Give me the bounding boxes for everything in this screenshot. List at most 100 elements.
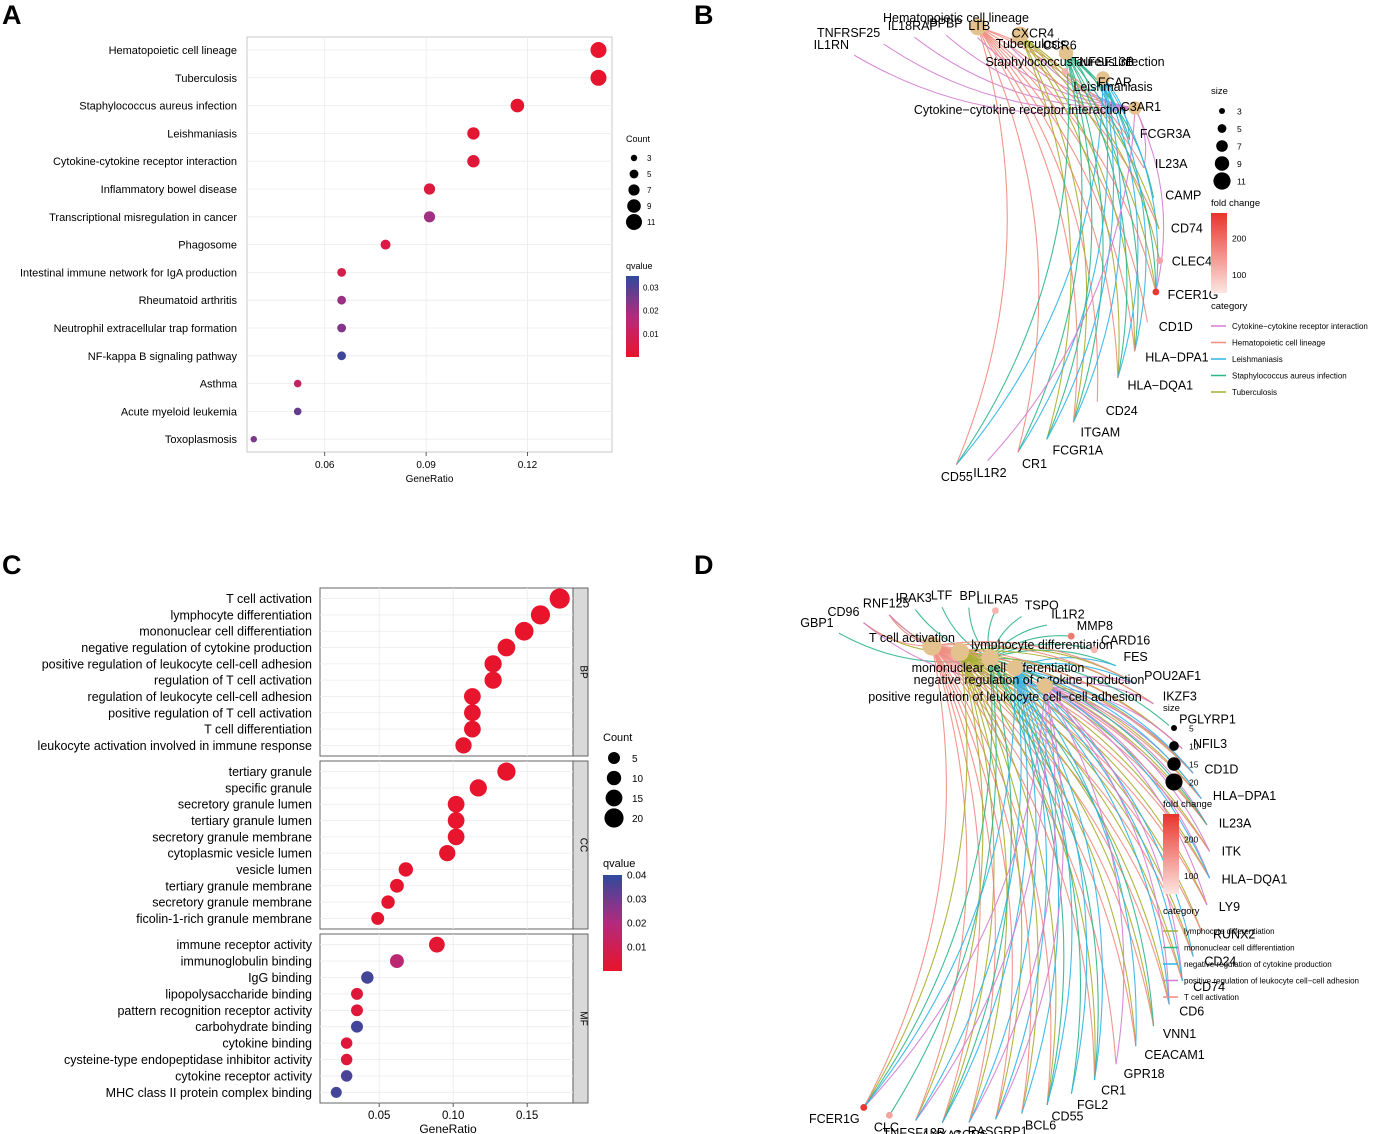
gene-node	[940, 606, 943, 609]
data-point	[340, 1037, 353, 1049]
data-point	[398, 862, 413, 877]
legend-q-label: 0.02	[627, 919, 647, 930]
network-edge	[915, 651, 984, 1121]
gene-node	[1181, 747, 1184, 750]
x-tick-label: 0.12	[518, 460, 538, 471]
facet-panel	[319, 587, 574, 757]
network-edge	[977, 26, 1040, 453]
category-node-label: Hematopoietic cell lineage	[883, 11, 1029, 25]
term-label: tertiary granule	[229, 765, 312, 779]
network-edge	[1102, 77, 1139, 379]
gene-label: CD74	[1171, 221, 1203, 235]
legend-size-title: size	[1163, 703, 1180, 714]
network-edge	[941, 667, 1029, 1124]
legend-count-dot	[630, 154, 638, 162]
category-node	[969, 18, 987, 36]
term-label: Inflammatory bowel disease	[101, 184, 237, 196]
legend-count-dot	[608, 752, 620, 764]
legend-category-label: Leishmaniasis	[1232, 355, 1283, 364]
data-point	[351, 1004, 363, 1017]
term-label: cytoplasmic vesicle lumen	[168, 847, 313, 861]
legend-q-title: qvalue	[603, 858, 635, 870]
network-edge	[977, 26, 1145, 169]
network-edge	[931, 645, 1155, 1027]
legend-category-label: Staphylococcus aureus infection	[1232, 372, 1347, 381]
data-point	[389, 878, 404, 893]
gene-node	[1110, 112, 1113, 115]
gene-node	[1192, 772, 1195, 775]
term-label: Asthma	[200, 379, 238, 391]
gene-node	[1205, 823, 1208, 826]
legend-size-label: 5	[1237, 124, 1242, 134]
term-label: ficolin-1-rich granule membrane	[136, 912, 312, 926]
legend-category-label: Cytokine−cytokine receptor interaction	[1232, 322, 1368, 331]
gene-node	[882, 42, 885, 45]
category-node	[922, 636, 942, 656]
gene-label: GBP1	[800, 616, 833, 630]
gene-label: CR1	[1022, 457, 1047, 471]
data-point	[337, 351, 347, 361]
gene-node	[992, 607, 999, 615]
gene-node	[1072, 421, 1075, 424]
category-node	[1037, 678, 1053, 694]
category-node-label: Tuberculosis	[996, 37, 1066, 51]
gene-node	[1046, 1103, 1049, 1106]
term-label: NF-kappa B signaling pathway	[88, 351, 238, 363]
data-point	[447, 795, 465, 813]
legend-size-label: 5	[1189, 724, 1194, 734]
network-edge	[959, 651, 1137, 1047]
network-edge	[1007, 44, 1136, 109]
term-label: MHC class II protein complex binding	[106, 1086, 312, 1100]
legend-size-dot	[1219, 108, 1225, 114]
facet-panel	[319, 933, 574, 1104]
term-label: secretory granule membrane	[152, 830, 312, 844]
legend-fc-label: 100	[1232, 270, 1246, 280]
network-edge	[1044, 685, 1208, 826]
gene-label: TNFSF13B	[883, 1126, 946, 1134]
network-edge	[989, 657, 1208, 826]
legend-count-label: 3	[647, 154, 652, 163]
network-edge	[931, 645, 1170, 1005]
category-node-label: Cytokine−cytokine receptor interaction	[914, 103, 1126, 117]
network-edge	[1072, 77, 1122, 423]
network-edge	[931, 645, 1194, 957]
gene-label: FCER1G	[1168, 288, 1219, 302]
network-edge	[1014, 667, 1060, 1114]
network-edge	[1017, 77, 1109, 453]
gene-label: RNF125	[863, 597, 910, 611]
category-node-label: lymphocyte differentiation	[971, 638, 1113, 652]
category-node	[951, 643, 969, 661]
term-label: negative regulation of cytokine producti…	[81, 641, 312, 655]
network-edge	[987, 107, 1136, 462]
term-label: Tuberculosis	[175, 73, 237, 85]
gene-node	[860, 1104, 868, 1111]
network-edge	[931, 645, 1137, 1047]
legend-fc-label: 200	[1184, 834, 1198, 844]
gene-node	[1020, 1112, 1023, 1115]
gene-label: CLC	[874, 1120, 899, 1134]
category-node	[1128, 101, 1142, 115]
network-edge	[1044, 685, 1183, 982]
gene-label: FGL2	[1077, 1098, 1108, 1112]
network-edge	[977, 26, 1119, 378]
network-edge	[959, 651, 1096, 1081]
term-label: tertiary granule lumen	[191, 814, 312, 828]
term-label: Hematopoietic cell lineage	[109, 45, 237, 57]
gene-label: GPR18	[1124, 1067, 1165, 1081]
term-label: Intestinal immune network for IgA produc…	[20, 267, 237, 279]
term-label: Leishmaniasis	[167, 128, 237, 140]
gene-node	[1208, 877, 1211, 880]
facet-strip	[572, 933, 589, 1104]
legend-count-label: 9	[647, 202, 652, 211]
gene-node	[967, 606, 970, 609]
network-edge	[931, 645, 1013, 1120]
term-label: cytokine receptor activity	[175, 1069, 313, 1083]
network-edge	[989, 643, 1095, 659]
gene-label: IL23A	[1219, 817, 1252, 831]
legend-count-dot	[604, 808, 624, 828]
network-edge	[968, 685, 1056, 1123]
gene-node	[1167, 724, 1170, 727]
gene-node	[1067, 632, 1075, 640]
data-point	[484, 671, 502, 689]
gene-label: ANXA1	[921, 1128, 962, 1134]
